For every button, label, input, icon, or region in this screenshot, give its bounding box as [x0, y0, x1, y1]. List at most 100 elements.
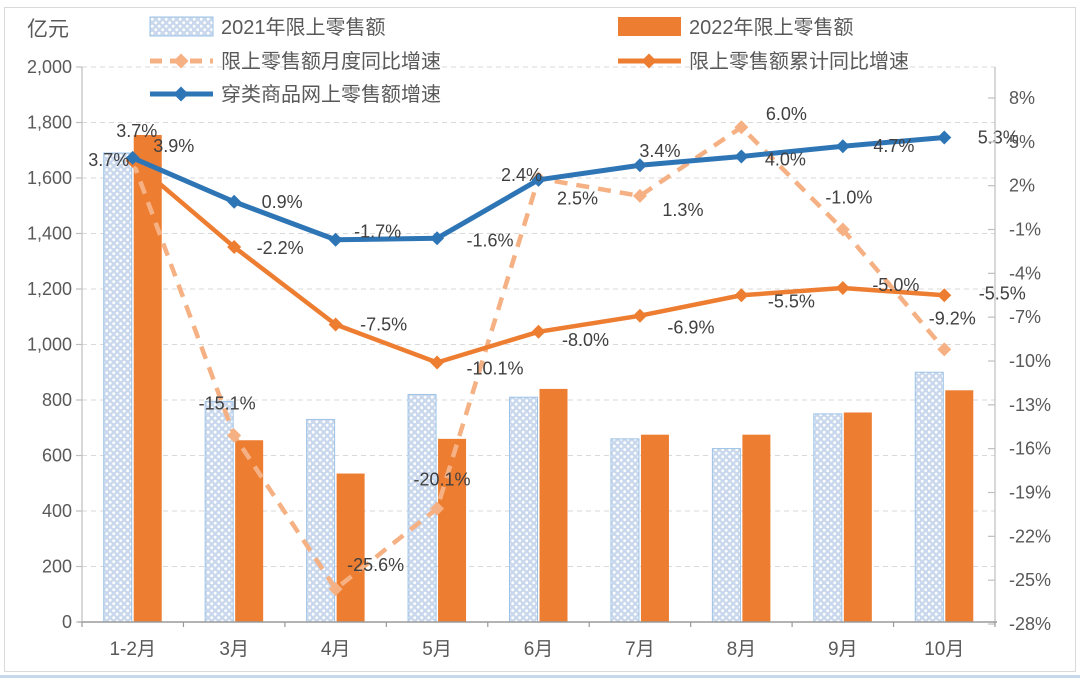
- right-tick-label: -19%: [1009, 483, 1051, 503]
- legend-swatch-marker: [173, 86, 189, 102]
- data-label-monthly-growth-line-1-2月: 3.7%: [116, 121, 157, 141]
- x-label-1-2月: 1-2月: [109, 639, 155, 660]
- bar-2021-1-2月: [103, 152, 133, 623]
- bar-2022-10月: [945, 390, 974, 622]
- data-label-cumulative-growth-line-3月: -2.2%: [257, 238, 304, 258]
- data-label-monthly-growth-line-7月: 1.3%: [662, 200, 703, 220]
- data-label-monthly-growth-line-3月: -15.1%: [199, 394, 256, 414]
- data-label-cumulative-growth-line-7月: -6.9%: [667, 318, 714, 338]
- marker-cumulative-growth-line-5月: [430, 355, 445, 370]
- marker-cumulative-growth-line-4月: [328, 317, 343, 332]
- data-label-cumulative-growth-line-10月: -5.5%: [979, 283, 1026, 303]
- right-tick-label: -16%: [1009, 439, 1051, 459]
- bar-2021-9月: [813, 413, 843, 623]
- marker-cumulative-growth-line-6月: [531, 324, 546, 339]
- right-tick-label: -4%: [1009, 263, 1041, 283]
- data-label-clothing-online-growth-line-3月: 0.9%: [262, 192, 303, 212]
- bar-2021-6月: [509, 396, 538, 623]
- left-tick-label: 1,000: [27, 335, 72, 355]
- right-tick-label: -22%: [1009, 526, 1051, 546]
- data-label-clothing-online-growth-line-8月: 4.0%: [765, 149, 806, 169]
- marker-monthly-growth-line-8月: [734, 120, 749, 135]
- bar-2021-7月: [610, 438, 640, 623]
- legend-swatch-hatched: [149, 16, 214, 37]
- left-tick-label: 2,000: [27, 57, 72, 77]
- data-label-clothing-online-growth-line-10月: 5.3%: [978, 127, 1019, 147]
- marker-cumulative-growth-line-3月: [227, 240, 242, 255]
- left-tick-label: 400: [42, 501, 72, 521]
- bar-2021-3月: [204, 400, 234, 623]
- legend-item-monthly-growth-line: 限上零售额月度同比增速: [150, 50, 441, 73]
- bar-2022-4月: [336, 473, 365, 622]
- data-label-monthly-growth-line-8月: 6.0%: [766, 104, 807, 124]
- x-label-7月: 7月: [625, 639, 655, 660]
- data-label-monthly-growth-line-10月: -9.2%: [929, 308, 976, 328]
- left-tick-label: 1,400: [27, 224, 72, 244]
- x-label-5月: 5月: [422, 639, 452, 660]
- marker-cumulative-growth-line-10月: [937, 288, 952, 303]
- legend-label: 2021年限上零售额: [221, 16, 386, 39]
- bar-2021-8月: [711, 448, 741, 623]
- marker-monthly-growth-line-5月: [430, 501, 445, 516]
- left-tick-label: 1,200: [27, 279, 72, 299]
- data-label-cumulative-growth-line-8月: -5.5%: [768, 291, 815, 311]
- bar-2022-9月: [843, 412, 872, 622]
- marker-clothing-online-growth-line-6月: [531, 172, 546, 187]
- marker-monthly-growth-line-9月: [835, 222, 850, 237]
- left-tick-label: 1,800: [27, 113, 72, 133]
- x-label-9月: 9月: [828, 639, 858, 660]
- legend-item-clothing-online-growth-line: 穿类商品网上零售额增速: [150, 83, 441, 106]
- bar-2022-7月: [640, 434, 669, 622]
- marker-monthly-growth-line-4月: [328, 581, 343, 596]
- right-tick-label: 2%: [1009, 176, 1035, 196]
- left-tick-label: 800: [42, 390, 72, 410]
- right-tick-label: -1%: [1009, 220, 1041, 240]
- bar-2021-10月: [914, 371, 944, 623]
- legend-item-bar1: 2022年限上零售额: [618, 16, 854, 39]
- right-tick-label: 8%: [1009, 88, 1035, 108]
- bar-2022-1-2月: [133, 134, 162, 623]
- data-label-clothing-online-growth-line-9月: 4.7%: [873, 136, 914, 156]
- marker-clothing-online-growth-line-3月: [227, 194, 242, 209]
- data-label-cumulative-growth-line-5月: -10.1%: [467, 358, 524, 378]
- marker-clothing-online-growth-line-7月: [632, 158, 647, 173]
- left-tick-label: 200: [42, 557, 72, 577]
- x-label-10月: 10月: [924, 639, 964, 660]
- bottom-accent-strip: [0, 675, 1080, 678]
- marker-cumulative-growth-line-9月: [835, 280, 850, 295]
- left-tick-label: 0: [62, 612, 72, 632]
- data-label-cumulative-growth-line-6月: -8.0%: [562, 330, 609, 350]
- marker-monthly-growth-line-3月: [227, 428, 242, 443]
- data-label-monthly-growth-line-9月: -1.0%: [825, 188, 872, 208]
- data-label-cumulative-growth-line-1-2月: 3.7%: [88, 150, 129, 170]
- marker-cumulative-growth-line-8月: [734, 288, 749, 303]
- legend-label: 限上零售额累计同比增速: [689, 50, 909, 73]
- data-label-clothing-online-growth-line-5月: -1.6%: [467, 230, 514, 250]
- legend-label: 2022年限上零售额: [689, 16, 854, 39]
- left-tick-label: 1,600: [27, 168, 72, 188]
- data-label-clothing-online-growth-line-4月: -1.7%: [354, 222, 401, 242]
- clothing-online-growth-line: [131, 134, 945, 243]
- bar-2022-6月: [539, 388, 568, 622]
- bar-2022-5月: [438, 438, 467, 622]
- left-tick-label: 600: [42, 446, 72, 466]
- right-tick-label: -7%: [1009, 307, 1041, 327]
- legend-label: 限上零售额月度同比增速: [221, 50, 441, 73]
- legend-item-bar0: 2021年限上零售额: [149, 16, 386, 39]
- data-label-monthly-growth-line-4月: -25.6%: [347, 555, 404, 575]
- legend-swatch-solid: [618, 17, 681, 36]
- marker-clothing-online-growth-line-5月: [430, 231, 445, 246]
- left-axis-unit-label: 亿元: [27, 18, 69, 41]
- x-label-4月: 4月: [321, 639, 351, 660]
- marker-clothing-online-growth-line-1-2月: [125, 150, 140, 165]
- legend-label: 穿类商品网上零售额增速: [221, 83, 441, 106]
- marker-clothing-online-growth-line-10月: [937, 130, 952, 145]
- data-label-cumulative-growth-line-4月: -7.5%: [360, 314, 407, 334]
- marker-monthly-growth-line-7月: [632, 188, 647, 203]
- x-label-3月: 3月: [219, 639, 249, 660]
- bar-2022-3月: [235, 440, 264, 622]
- marker-clothing-online-growth-line-4月: [328, 232, 343, 247]
- marker-clothing-online-growth-line-9月: [835, 139, 850, 154]
